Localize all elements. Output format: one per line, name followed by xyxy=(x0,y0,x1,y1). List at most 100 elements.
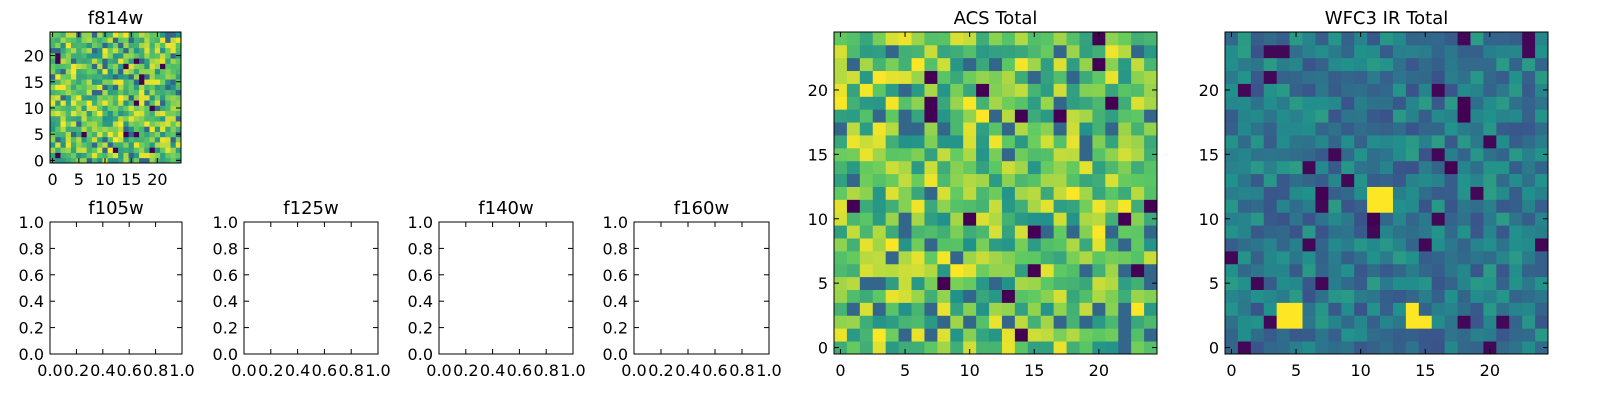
heatmap-cell xyxy=(81,131,88,138)
heatmap-cell xyxy=(128,79,135,85)
heatmap-cell xyxy=(55,79,61,85)
heatmap-cell xyxy=(1405,70,1420,84)
heatmap-cell xyxy=(86,136,93,143)
heatmap-cell xyxy=(937,57,951,72)
heatmap-cell xyxy=(65,94,72,101)
heatmap-cell xyxy=(1354,328,1368,342)
heatmap-cell xyxy=(1066,341,1080,355)
heatmap-cell xyxy=(1483,173,1497,187)
heatmap-cell xyxy=(1354,122,1368,136)
heatmap-cell xyxy=(898,315,912,329)
heatmap-cell xyxy=(50,89,56,96)
heatmap-cell xyxy=(937,250,951,265)
heatmap-cell xyxy=(1315,225,1329,239)
heatmap-cell xyxy=(1522,135,1536,149)
heatmap-cell xyxy=(1367,147,1381,162)
heatmap-cell xyxy=(1380,32,1394,46)
heatmap-cell xyxy=(1250,44,1265,59)
heatmap-cell xyxy=(963,276,977,290)
heatmap-cell xyxy=(170,157,177,164)
heatmap-cell xyxy=(154,147,161,153)
heatmap-cell xyxy=(1418,32,1433,46)
heatmap-cell xyxy=(1225,44,1239,59)
y-tick-label: 0.0 xyxy=(408,345,433,364)
heatmap-cell xyxy=(1470,70,1484,84)
heatmap-cell xyxy=(55,52,61,59)
heatmap-cell xyxy=(1027,302,1042,316)
heatmap-cell xyxy=(989,289,1003,303)
heatmap-cell xyxy=(1289,186,1303,200)
heatmap-cell xyxy=(1263,186,1278,200)
heatmap-cell xyxy=(1444,70,1458,84)
heatmap-cell xyxy=(50,94,56,101)
heatmap-cell xyxy=(1027,263,1042,278)
heatmap-cell xyxy=(1289,57,1303,72)
heatmap-cell xyxy=(102,68,109,75)
heatmap-cell xyxy=(1237,186,1252,200)
heatmap-cell xyxy=(1092,122,1106,136)
x-tick-label: 0.8 xyxy=(729,361,754,380)
heatmap-cell xyxy=(1276,70,1290,84)
heatmap-cell xyxy=(50,152,56,159)
heatmap-cell xyxy=(963,57,977,72)
heatmap-cell xyxy=(1237,32,1252,46)
heatmap-cell xyxy=(128,152,135,159)
heatmap-cell xyxy=(1118,109,1132,123)
heatmap-cell xyxy=(1302,160,1316,175)
heatmap-cell xyxy=(950,122,964,136)
heatmap-cell xyxy=(1040,341,1055,355)
heatmap-cell xyxy=(834,160,848,175)
heatmap-cell xyxy=(1457,122,1471,136)
heatmap-cell xyxy=(1144,32,1158,46)
heatmap-cell xyxy=(1354,225,1368,239)
heatmap-cell xyxy=(1444,328,1458,342)
heatmap-cell xyxy=(1027,173,1042,187)
heatmap-cell xyxy=(102,58,109,64)
heatmap-cell xyxy=(154,100,161,106)
heatmap-cell xyxy=(1392,238,1407,252)
heatmap-cell xyxy=(97,147,103,153)
heatmap-cell xyxy=(1118,212,1132,226)
heatmap-cell xyxy=(1341,96,1355,110)
heatmap-cell xyxy=(1405,238,1420,252)
heatmap-cell xyxy=(139,110,145,117)
heatmap-cell xyxy=(1315,328,1329,342)
heatmap-cell xyxy=(70,89,77,96)
heatmap-cell xyxy=(1392,44,1407,59)
x-tick-label: 0.4 xyxy=(285,361,310,380)
heatmap-cell xyxy=(1315,173,1329,187)
heatmap-cell xyxy=(1079,315,1093,329)
y-tick-label: 5 xyxy=(1209,274,1219,293)
heatmap-cell xyxy=(911,315,925,329)
heatmap-cell xyxy=(91,157,98,164)
heatmap-cell xyxy=(1237,70,1252,84)
heatmap-cell xyxy=(149,79,156,85)
heatmap-cell xyxy=(160,105,166,111)
heatmap-cell xyxy=(1457,160,1471,175)
heatmap-cell xyxy=(165,152,171,159)
heatmap-cell xyxy=(86,79,93,85)
heatmap-cell xyxy=(133,157,140,164)
heatmap-cell xyxy=(911,225,925,239)
heatmap-cell xyxy=(91,121,98,127)
heatmap-cell xyxy=(1328,238,1342,252)
heatmap-cell xyxy=(963,289,977,303)
heatmap-cell xyxy=(1367,83,1381,97)
heatmap-cell xyxy=(165,115,171,122)
heatmap-cell xyxy=(1354,302,1368,316)
heatmap-cell xyxy=(1380,199,1394,213)
heatmap-cell xyxy=(1079,135,1093,149)
heatmap-cell xyxy=(123,52,129,59)
heatmap-cell xyxy=(1341,57,1355,72)
heatmap-cell xyxy=(165,47,171,54)
heatmap-cell xyxy=(834,109,848,123)
heatmap-cell xyxy=(1014,289,1029,303)
y-tick-label: 0.8 xyxy=(408,239,433,258)
heatmap-cell xyxy=(1263,315,1278,329)
heatmap-cell xyxy=(1131,122,1145,136)
heatmap-cell xyxy=(118,126,124,132)
heatmap-cell xyxy=(133,58,140,64)
heatmap-cell xyxy=(1289,70,1303,84)
heatmap-cell xyxy=(1144,315,1158,329)
y-tick-label: 0.8 xyxy=(19,239,44,258)
